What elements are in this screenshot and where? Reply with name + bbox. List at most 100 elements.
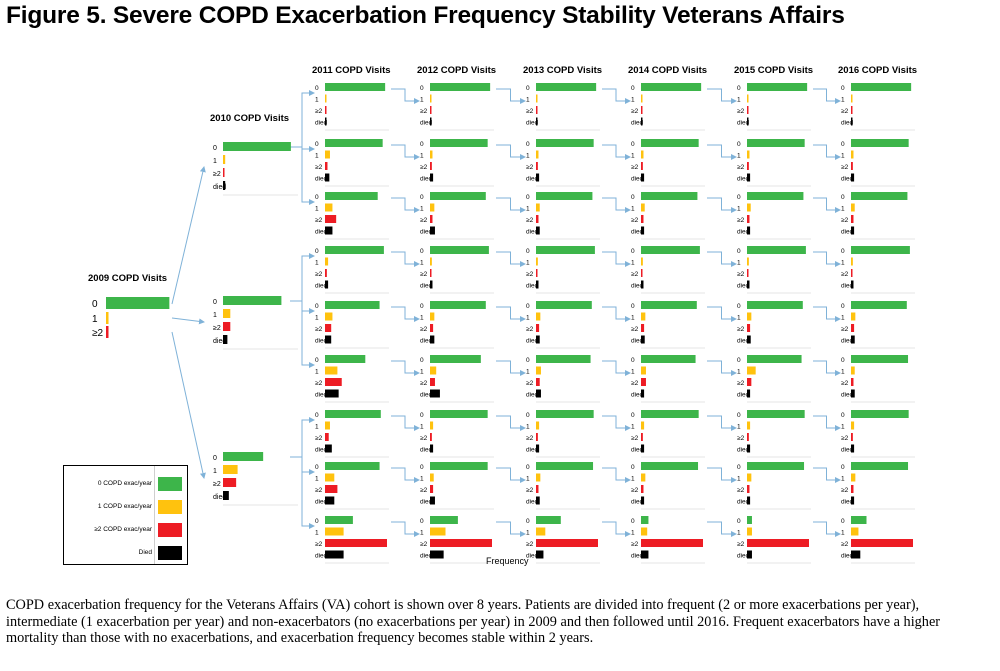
bar-panel: 0 1 ≥2 died bbox=[526, 462, 600, 510]
flow-arrow bbox=[813, 306, 841, 322]
bar bbox=[430, 162, 432, 170]
category-label: died bbox=[213, 184, 226, 191]
category-label: died bbox=[420, 283, 433, 290]
bar bbox=[851, 94, 853, 103]
category-label: died bbox=[315, 553, 328, 560]
bar bbox=[223, 168, 225, 177]
category-label: 0 bbox=[526, 357, 530, 364]
bar bbox=[430, 257, 432, 266]
category-label: 0 bbox=[526, 85, 530, 92]
flow-arrow bbox=[391, 415, 420, 431]
bar-panel: 0 1 ≥2 died bbox=[841, 301, 915, 349]
bar bbox=[851, 433, 853, 441]
bar-panel: 0 1 ≥2 died bbox=[420, 462, 494, 510]
flow-arrow bbox=[602, 306, 631, 322]
category-label: ≥2 bbox=[737, 380, 745, 387]
category-label: ≥2 bbox=[841, 380, 849, 387]
category-label: 1 bbox=[526, 424, 530, 431]
bar-panel: 0 1 ≥2 died bbox=[315, 246, 389, 294]
flow-arrow bbox=[707, 467, 737, 483]
bar bbox=[325, 269, 327, 277]
category-label: died bbox=[841, 392, 854, 399]
bar bbox=[747, 389, 751, 398]
category-label: 0 bbox=[315, 303, 319, 310]
category-label: 1 bbox=[631, 530, 635, 537]
bar bbox=[747, 94, 749, 103]
category-label: ≥2 bbox=[526, 541, 534, 548]
bar bbox=[536, 192, 593, 200]
bar bbox=[536, 496, 540, 505]
category-label: died bbox=[841, 283, 854, 290]
bar bbox=[851, 410, 909, 418]
category-label: 0 bbox=[420, 412, 424, 419]
bar bbox=[851, 516, 867, 524]
bar bbox=[747, 106, 749, 114]
bar-panel: 0 1 ≥2 died bbox=[526, 192, 600, 240]
bar bbox=[325, 355, 366, 363]
bar bbox=[430, 462, 488, 470]
category-label: ≥2 bbox=[631, 217, 639, 224]
bar-panel: 0 1 ≥2 died bbox=[631, 192, 705, 240]
category-label: 0 bbox=[526, 248, 530, 255]
bar bbox=[851, 83, 912, 91]
bar bbox=[430, 473, 434, 482]
category-label: ≥2 bbox=[315, 435, 323, 442]
bar bbox=[325, 150, 330, 159]
bar bbox=[536, 269, 538, 277]
category-label: died bbox=[737, 120, 750, 127]
category-label: died bbox=[315, 499, 328, 506]
flow-arrow bbox=[602, 415, 631, 431]
bar bbox=[851, 312, 856, 321]
category-label: died bbox=[420, 447, 433, 454]
category-label: died bbox=[526, 176, 539, 183]
bar bbox=[851, 215, 854, 223]
legend-swatch-green bbox=[158, 477, 182, 491]
year-label: 2014 COPD Visits bbox=[628, 65, 707, 76]
bar-panel: 0 1 ≥2 died bbox=[526, 83, 600, 131]
flow-arrow bbox=[813, 415, 841, 431]
bar-panel: 0 1 ≥2 died bbox=[737, 301, 811, 349]
category-label: 0 bbox=[420, 248, 424, 255]
bar bbox=[641, 246, 700, 254]
category-label: ≥2 bbox=[213, 171, 221, 178]
bar bbox=[430, 389, 440, 398]
category-label: died bbox=[315, 392, 328, 399]
category-label: 1 bbox=[737, 97, 741, 104]
legend-swatch-red bbox=[158, 523, 182, 537]
category-label: ≥2 bbox=[631, 380, 639, 387]
category-label: ≥2 bbox=[420, 108, 428, 115]
legend-item-one: 1 COPD exac/year bbox=[64, 497, 189, 517]
category-label: ≥2 bbox=[737, 271, 745, 278]
bar bbox=[430, 496, 435, 505]
bar bbox=[223, 309, 231, 318]
bar-panel: 0 1 ≥2 died bbox=[841, 410, 915, 458]
category-label: died bbox=[420, 120, 433, 127]
bar bbox=[536, 421, 540, 430]
category-label: died bbox=[420, 338, 433, 345]
category-label: 1 bbox=[420, 476, 424, 483]
x-axis-label: Frequency bbox=[486, 556, 529, 566]
category-label: 1 bbox=[841, 530, 845, 537]
bar bbox=[430, 150, 433, 159]
flow-arrow bbox=[171, 317, 205, 325]
bar bbox=[430, 324, 434, 332]
bar-panel: 0 1 ≥2 died bbox=[631, 301, 705, 349]
category-label: died bbox=[315, 229, 328, 236]
bar-panel: 0 1 ≥2 died bbox=[841, 355, 915, 403]
bar bbox=[747, 215, 750, 223]
bar-panel: 0 1 ≥2 died bbox=[737, 139, 811, 187]
bar bbox=[747, 366, 756, 375]
category-label: ≥2 bbox=[631, 326, 639, 333]
category-label: died bbox=[315, 176, 328, 183]
category-label: ≥2 bbox=[315, 271, 323, 278]
bar bbox=[536, 335, 540, 344]
year-label: 2016 COPD Visits bbox=[838, 65, 917, 76]
bar bbox=[536, 410, 594, 418]
flow-arrow bbox=[496, 467, 526, 483]
category-label: 0 bbox=[737, 518, 741, 525]
bar bbox=[536, 378, 540, 386]
bar-panel: 0 1 ≥2 died bbox=[737, 355, 811, 403]
category-label: 1 bbox=[737, 476, 741, 483]
flow-arrow bbox=[602, 144, 631, 160]
bar bbox=[851, 355, 909, 363]
